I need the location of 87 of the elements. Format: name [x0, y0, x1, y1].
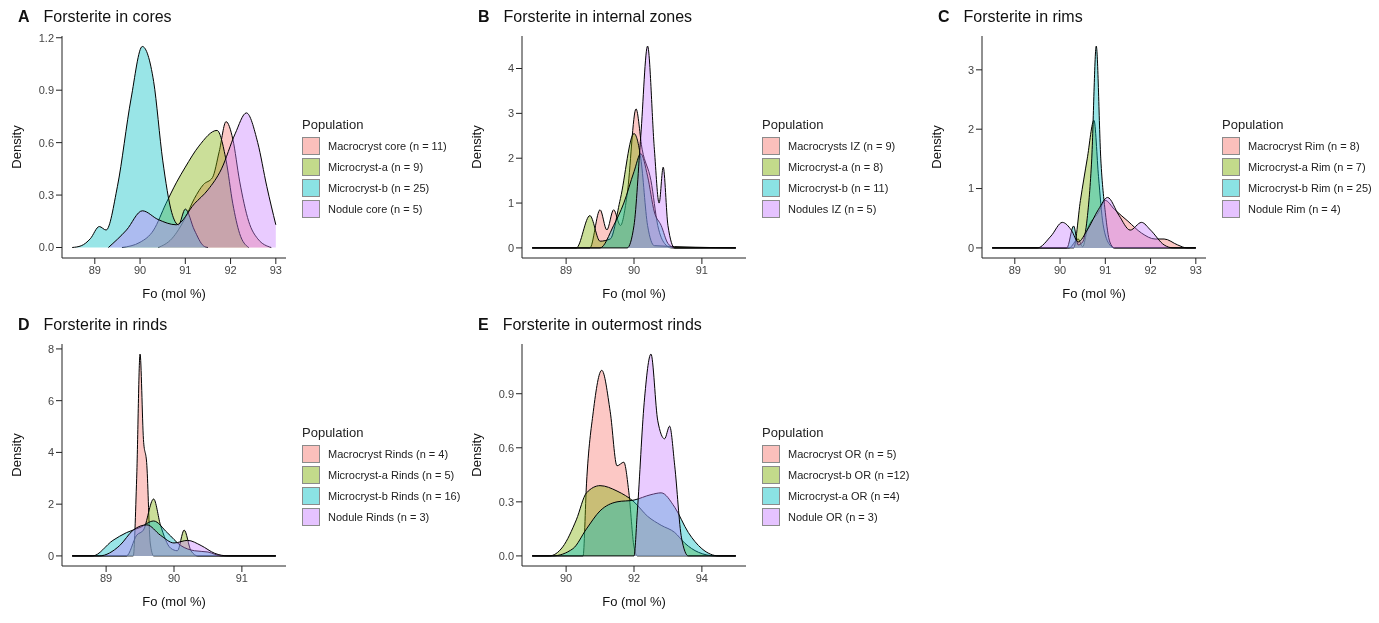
y-tick-label: 0.3 [498, 495, 514, 508]
y-tick-label: 0.9 [498, 387, 514, 400]
legend-label: Microcryst-b Rim (n = 25) [1248, 182, 1372, 194]
x-tick-label: 91 [235, 571, 248, 584]
x-tick-label: 90 [560, 571, 573, 584]
legend-title: Population [302, 116, 365, 132]
legend-label: Microcryst-a OR (n =4) [788, 490, 900, 502]
legend-label: Microcryst-b Rinds (n = 16) [328, 490, 461, 502]
chart-title: Forsterite in outermost rinds [502, 316, 702, 333]
y-tick-label: 4 [47, 446, 54, 459]
x-axis-title: Fo (mol %) [602, 594, 666, 609]
x-tick-label: 90 [627, 263, 641, 276]
y-tick-label: 4 [507, 62, 514, 75]
y-tick-label: 3 [967, 63, 974, 76]
legend-label: Nodule Rinds (n = 3) [328, 511, 430, 523]
y-tick-label: 0.0 [498, 549, 514, 562]
legend-label: Nodule core (n = 5) [328, 203, 423, 215]
legend-title: Population [762, 424, 825, 440]
x-tick-label: 90 [133, 263, 147, 276]
chart-title: Forsterite in rims [963, 8, 1083, 25]
legend-label: Macrocryst-b OR (n =12) [788, 469, 910, 481]
y-axis-title: Density [8, 432, 24, 477]
legend-label: Microcryst-a (n = 8) [788, 161, 884, 173]
y-tick-label: 2 [967, 123, 974, 136]
legend-title: Population [762, 116, 825, 132]
x-tick-label: 94 [695, 571, 708, 584]
legend-label: Macrocryst Rim (n = 8) [1248, 140, 1360, 152]
legend-label: Macrocryst core (n = 11) [328, 140, 447, 152]
x-tick-label: 92 [627, 571, 641, 584]
legend-label: Microcryst-b (n = 25) [328, 182, 430, 194]
chart-title: Forsterite in internal zones [503, 8, 693, 25]
x-tick-label: 89 [100, 571, 113, 584]
chart-title: Forsterite in cores [43, 8, 172, 25]
text: B [478, 8, 490, 25]
text: E [478, 316, 489, 333]
text: D [18, 316, 30, 333]
y-tick-label: 3 [507, 107, 514, 120]
y-tick-label: 8 [47, 342, 54, 355]
y-axis-title: Density [8, 124, 24, 169]
y-tick-label: 0 [47, 549, 54, 562]
x-tick-label: 91 [1099, 263, 1112, 276]
y-axis-title: Density [468, 432, 484, 477]
y-tick-label: 0.9 [38, 84, 54, 97]
x-tick-label: 93 [269, 263, 282, 276]
legend-label: Macrocryst Rinds (n = 4) [328, 448, 449, 460]
legend-label: Nodule OR (n = 3) [788, 511, 878, 523]
y-tick-label: 0.0 [38, 241, 54, 254]
x-tick-label: 92 [224, 263, 237, 276]
y-tick-label: 1.2 [38, 31, 54, 44]
legend-label: Nodule Rim (n = 4) [1248, 203, 1341, 215]
y-tick-label: 6 [47, 394, 54, 407]
text: C [938, 8, 950, 25]
x-axis-title: Fo (mol %) [602, 286, 666, 301]
x-tick-label: 90 [167, 571, 181, 584]
x-tick-label: 91 [179, 263, 192, 276]
legend-label: Nodules IZ (n = 5) [788, 203, 877, 215]
y-axis-title: Density [928, 124, 944, 169]
x-tick-label: 89 [1008, 263, 1021, 276]
y-tick-label: 0.3 [38, 188, 54, 201]
x-tick-label: 89 [560, 263, 573, 276]
x-tick-label: 93 [1189, 263, 1202, 276]
chart-title: Forsterite in rinds [43, 316, 168, 333]
x-tick-label: 92 [1144, 263, 1157, 276]
x-tick-label: 89 [88, 263, 101, 276]
y-tick-label: 2 [507, 152, 514, 165]
y-tick-label: 0.6 [498, 441, 514, 454]
y-tick-label: 1 [507, 196, 514, 209]
text: A [18, 8, 30, 25]
legend-label: Microcryst-a Rinds (n = 5) [328, 469, 455, 481]
y-tick-label: 0.6 [38, 136, 54, 149]
x-axis-title: Fo (mol %) [1062, 286, 1126, 301]
legend-title: Population [1222, 116, 1285, 132]
x-axis-title: Fo (mol %) [142, 286, 206, 301]
legend-label: Macrocrysts IZ (n = 9) [788, 140, 896, 152]
legend-label: Microcryst-a Rim (n = 7) [1248, 161, 1366, 173]
x-tick-label: 90 [1053, 263, 1067, 276]
y-axis-title: Density [468, 124, 484, 169]
legend-label: Macrocryst OR (n = 5) [788, 448, 897, 460]
x-tick-label: 91 [695, 263, 708, 276]
y-tick-label: 2 [47, 498, 54, 511]
x-axis-title: Fo (mol %) [142, 594, 206, 609]
y-tick-label: 0 [507, 241, 514, 254]
y-tick-label: 1 [967, 182, 974, 195]
y-tick-label: 0 [967, 241, 974, 254]
legend-label: Microcryst-a (n = 9) [328, 161, 424, 173]
legend-label: Microcryst-b (n = 11) [788, 182, 889, 194]
legend-title: Population [302, 424, 365, 440]
